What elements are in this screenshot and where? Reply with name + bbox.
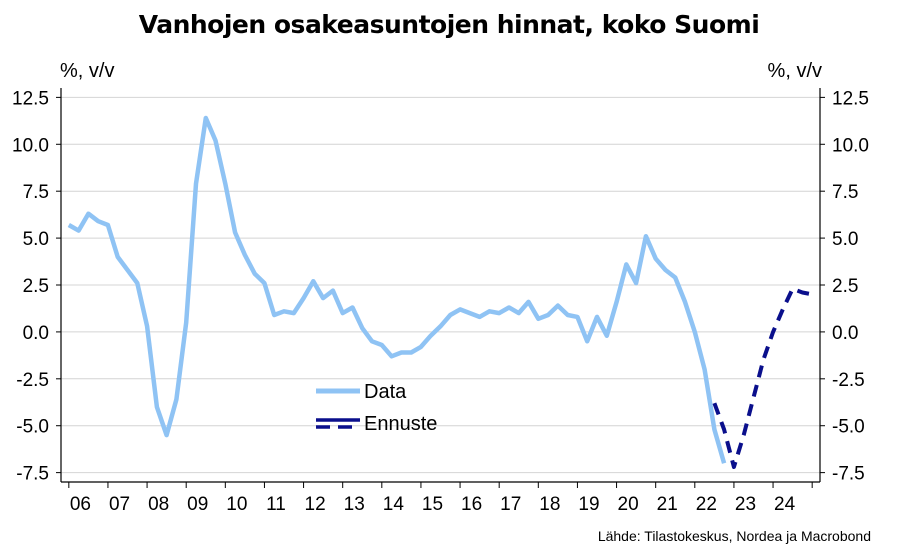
y-tick-label-left: 7.5 [23, 182, 49, 203]
x-tick-label: 13 [344, 494, 365, 515]
x-tick-label: 14 [383, 494, 405, 515]
y-tick-label-left: 2.5 [23, 276, 49, 297]
y-axis-label-right: %, v/v [767, 60, 822, 82]
chart-title: Vanhojen osakeasuntojen hinnat, koko Suo… [138, 10, 760, 39]
y-tick-label-right: 0.0 [832, 323, 858, 344]
x-tick-label: 17 [500, 494, 521, 515]
y-tick-label-left: 0.0 [23, 323, 49, 344]
series-lines [67, 115, 813, 469]
x-tick-label: 06 [70, 494, 91, 515]
x-tick-label: 19 [578, 494, 599, 515]
y-tick-label-right: 5.0 [832, 229, 858, 250]
source-note: Lähde: Tilastokeskus, Nordea ja Macrobon… [597, 528, 871, 544]
x-tick-label: 18 [539, 494, 560, 515]
y-tick-label-right: -5.0 [832, 417, 865, 438]
axes [56, 88, 825, 488]
gridlines [61, 96, 820, 474]
y-axis-label-left: %, v/v [60, 60, 115, 82]
x-tick-label: 22 [696, 494, 717, 515]
y-tick-label-right: -7.5 [832, 464, 865, 485]
y-tick-label-left: 10.0 [12, 135, 49, 156]
x-tick-label: 09 [187, 494, 208, 515]
x-tick-label: 10 [226, 494, 247, 515]
legend: Data Ennuste [316, 381, 437, 435]
y-tick-label-right: -2.5 [832, 370, 865, 391]
y-tick-label-left: -5.0 [16, 417, 49, 438]
legend-label-data: Data [364, 381, 407, 403]
x-tick-label: 15 [422, 494, 443, 515]
y-tick-label-right: 7.5 [832, 182, 858, 203]
x-tick-label: 23 [735, 494, 756, 515]
x-tick-label: 08 [148, 494, 169, 515]
y-tick-label-left: 12.5 [12, 88, 49, 109]
legend-label-ennuste: Ennuste [364, 413, 437, 435]
y-tick-label-right: 12.5 [832, 88, 869, 109]
x-tick-label: 20 [618, 494, 639, 515]
x-tick-label: 07 [109, 494, 130, 515]
series-line-ennuste [712, 286, 813, 469]
x-tick-label: 11 [266, 494, 286, 515]
y-tick-label-left: 5.0 [23, 229, 49, 250]
x-tick-label: 21 [657, 494, 678, 515]
y-tick-label-left: -7.5 [16, 464, 49, 485]
y-tick-label-right: 2.5 [832, 276, 858, 297]
x-tick-label: 16 [461, 494, 482, 515]
tick-labels: 12.5 12.5 10.0 10.0 7.5 7.5 5.0 5.0 2.5 2.5 0.0 0.0… [12, 88, 869, 515]
x-tick-label: 12 [305, 494, 326, 515]
series-line-data [67, 115, 727, 464]
y-tick-label-left: -2.5 [16, 370, 49, 391]
y-tick-label-right: 10.0 [832, 135, 869, 156]
x-tick-label: 24 [774, 494, 796, 515]
